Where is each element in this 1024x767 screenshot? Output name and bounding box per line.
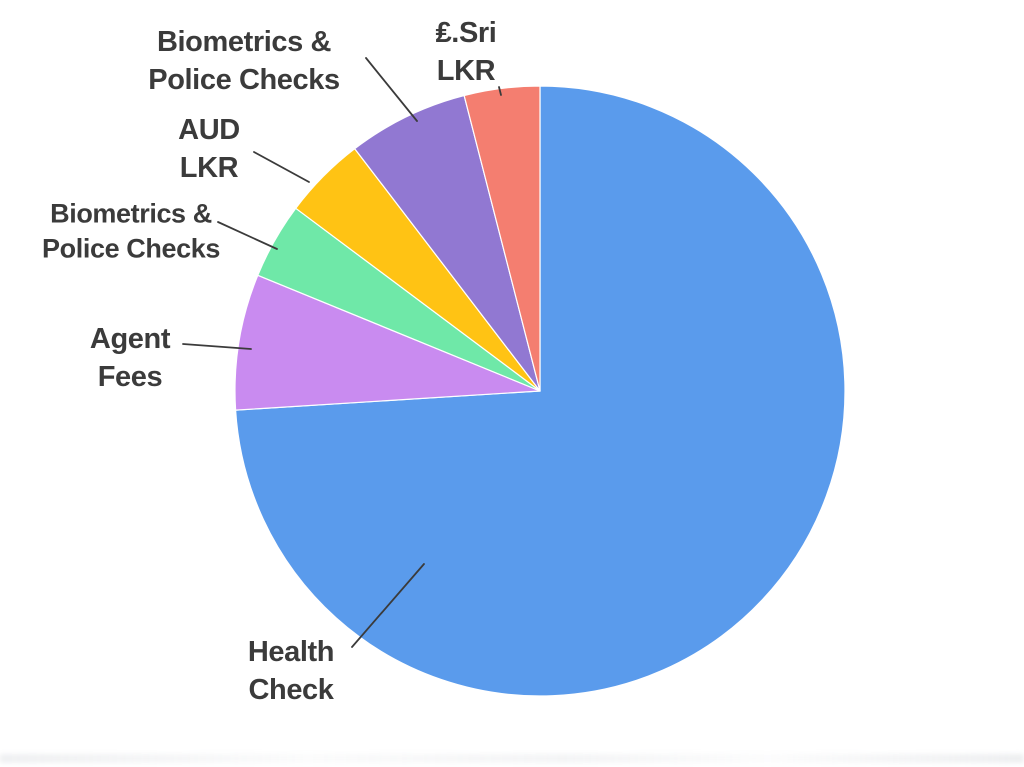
slice-label-sri-lkr: ₤.Sri LKR	[436, 15, 497, 91]
leader-line-biometrics-police-checks-2	[217, 221, 278, 250]
leader-line-sri-lkr	[498, 86, 502, 96]
slice-label-line: Biometrics &	[50, 198, 212, 229]
leader-line-health-check	[351, 563, 425, 648]
slice-label-line: Biometrics &	[156, 26, 332, 59]
slice-label-line: LKR	[436, 55, 496, 87]
slice-label-line: ₤.Sri	[435, 17, 497, 50]
slice-label-line: Check	[248, 674, 334, 706]
slice-label-line: Health	[247, 636, 335, 669]
slice-label-line: Police Checks	[148, 64, 340, 96]
pie-slice-agent-fees[interactable]: Agent Fees — 7.2%	[234, 274, 541, 411]
slice-label-biometrics-police-checks-2: Biometrics & Police Checks	[42, 197, 220, 268]
leader-line-biometrics-police-checks-1	[365, 57, 418, 122]
slice-label-biometrics-police-checks-1: Biometrics & Police Checks	[148, 24, 340, 100]
slice-label-line: AUD	[178, 114, 240, 147]
pie-slice-sri-lkr[interactable]: ₤.Sri LKR — 4%	[463, 85, 541, 392]
slice-label-agent-fees: Agent Fees	[89, 321, 171, 397]
pie-slice-biometrics-police-checks-1[interactable]: Biometrics & Police Checks — 6.4%	[354, 94, 541, 392]
slice-label-line: Fees	[97, 361, 163, 393]
slice-label-line: Agent	[89, 323, 171, 356]
slice-label-line: Police Checks	[42, 234, 220, 264]
leader-line-aud-lkr	[253, 151, 310, 183]
slice-label-health-check: Health Check	[247, 634, 335, 710]
slice-label-line: LKR	[179, 152, 239, 184]
slice-label-aud-lkr: AUD LKR	[178, 112, 240, 188]
leader-line-agent-fees	[182, 343, 252, 350]
